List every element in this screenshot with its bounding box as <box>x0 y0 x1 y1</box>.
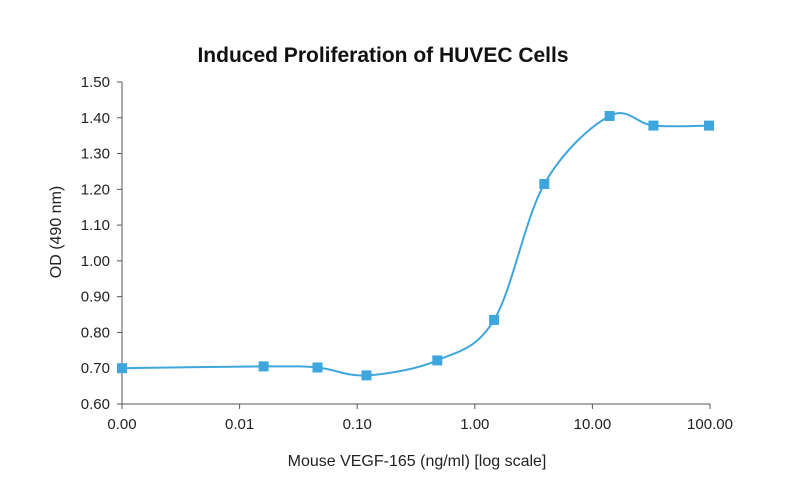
tick-labels: 0.60 0.70 0.80 0.90 1.00 1.10 1.20 1.30 1.40 1.50… <box>81 74 733 433</box>
x-tick-label: 0.10 <box>343 416 372 433</box>
x-tick-label: 0.01 <box>225 416 254 433</box>
y-tick-label: 1.10 <box>81 217 110 234</box>
series-line <box>121 112 710 377</box>
y-tick-label: 1.00 <box>81 253 110 270</box>
x-tick-label: 0.00 <box>107 416 136 433</box>
chart-title: Induced Proliferation of HUVEC Cells <box>197 44 568 67</box>
y-axis-label: OD (490 nm) <box>48 186 65 278</box>
y-tick-label: 0.70 <box>81 360 110 377</box>
y-tick-label: 0.80 <box>81 324 110 341</box>
data-point <box>539 179 550 189</box>
data-point <box>117 363 127 374</box>
data-point <box>432 355 443 366</box>
y-tick-label: 1.20 <box>81 181 110 198</box>
y-tick-label: 1.40 <box>81 110 110 127</box>
x-tick-label: 1.00 <box>460 416 489 433</box>
data-point <box>312 362 323 373</box>
x-axis-label: Mouse VEGF-165 (ng/ml) [log scale] <box>288 453 547 470</box>
y-tick-label: 0.60 <box>81 396 110 413</box>
y-tick-label: 0.90 <box>81 289 110 306</box>
data-point <box>604 111 615 121</box>
axes <box>117 81 711 409</box>
data-point <box>704 120 714 131</box>
x-tick-label: 10.00 <box>574 416 612 433</box>
data-point <box>361 370 372 381</box>
data-point <box>489 314 500 325</box>
y-tick-label: 1.50 <box>81 74 110 91</box>
data-point <box>648 120 659 131</box>
x-tick-label: 100.00 <box>687 416 733 433</box>
series-markers <box>117 111 714 381</box>
y-tick-label: 1.30 <box>81 146 110 163</box>
data-point <box>258 361 269 372</box>
